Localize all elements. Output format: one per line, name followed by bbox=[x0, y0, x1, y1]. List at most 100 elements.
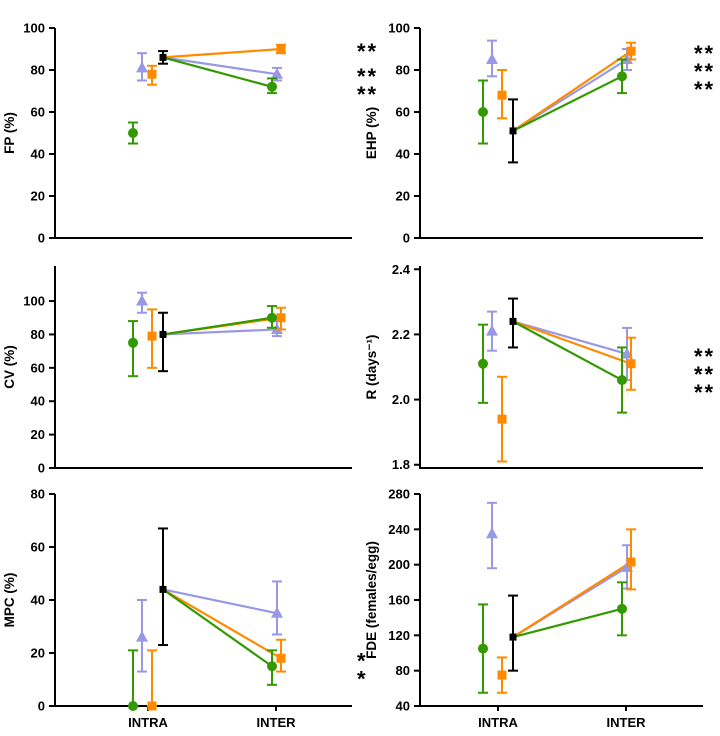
y-tick-label: 0 bbox=[38, 231, 45, 246]
orange-marker bbox=[147, 69, 157, 79]
y-tick-label: 240 bbox=[388, 522, 410, 537]
green-marker bbox=[617, 71, 627, 82]
green-marker bbox=[478, 107, 488, 117]
purple-marker bbox=[271, 67, 283, 79]
purple-marker bbox=[486, 324, 498, 336]
purple-significance: ** bbox=[694, 344, 715, 369]
black-marker bbox=[159, 53, 167, 61]
purple-marker bbox=[136, 294, 148, 306]
green-marker bbox=[128, 128, 138, 138]
green-connector-line bbox=[162, 316, 273, 336]
black-marker bbox=[509, 633, 517, 641]
purple-significance: ** bbox=[357, 64, 378, 89]
panel-r: 1.82.02.22.4R (days⁻¹) ****** bbox=[364, 262, 715, 472]
green-connector-line bbox=[512, 320, 623, 382]
x-tick-label: INTRA bbox=[478, 715, 518, 730]
y-tick-label: 160 bbox=[388, 593, 410, 608]
y-axis-title: CV (%) bbox=[2, 345, 17, 389]
purple-connector-line bbox=[512, 320, 628, 356]
orange-marker bbox=[626, 359, 636, 369]
orange-marker bbox=[497, 90, 507, 100]
y-tick-label: 2.0 bbox=[392, 392, 410, 407]
y-tick-label: 0 bbox=[38, 699, 45, 714]
y-axis-title: FDE (females/egg) bbox=[364, 541, 379, 659]
purple-marker bbox=[486, 527, 498, 539]
y-tick-label: 100 bbox=[388, 21, 410, 36]
orange-marker bbox=[147, 331, 157, 341]
orange-marker bbox=[276, 44, 286, 54]
y-tick-label: 80 bbox=[396, 663, 410, 678]
orange-significance: ** bbox=[694, 362, 715, 387]
green-marker bbox=[478, 643, 488, 654]
green-marker bbox=[267, 661, 277, 672]
y-tick-label: 40 bbox=[31, 394, 45, 409]
orange-connector-line bbox=[512, 561, 632, 639]
y-axis-title: MPC (%) bbox=[2, 573, 17, 628]
orange-marker bbox=[276, 653, 286, 663]
x-tick-label: INTER bbox=[257, 715, 297, 730]
green-marker bbox=[128, 701, 138, 711]
black-marker bbox=[159, 585, 167, 593]
green-significance: ** bbox=[357, 82, 378, 107]
green-marker bbox=[267, 312, 277, 323]
green-marker bbox=[478, 358, 488, 369]
y-tick-label: 80 bbox=[31, 327, 45, 342]
y-tick-label: 60 bbox=[396, 105, 410, 120]
panel-cv: 0 20 40 60 80 100 CV (%) bbox=[2, 266, 352, 476]
y-tick-label: 120 bbox=[388, 628, 410, 643]
purple-connector-line bbox=[162, 56, 278, 76]
y-tick-label: 200 bbox=[388, 557, 410, 572]
black-marker bbox=[159, 330, 167, 338]
y-tick-label: 40 bbox=[31, 147, 45, 162]
y-tick-label: 20 bbox=[396, 189, 410, 204]
y-tick-label: 60 bbox=[31, 540, 45, 555]
y-tick-label: 20 bbox=[31, 427, 45, 442]
orange-significance: * bbox=[357, 648, 368, 673]
orange-marker bbox=[147, 701, 157, 711]
purple-marker bbox=[136, 61, 148, 73]
y-tick-label: 80 bbox=[31, 487, 45, 502]
orange-marker bbox=[626, 46, 636, 56]
orange-significance: ** bbox=[694, 41, 715, 66]
y-tick-label: 0 bbox=[38, 461, 45, 476]
green-significance: ** bbox=[694, 380, 715, 405]
panel-mpc: 0 20 40 60 80 MPC (%) INTRA INTER ** bbox=[2, 487, 368, 731]
y-tick-label: 60 bbox=[31, 105, 45, 120]
y-axis-title: R (days⁻¹) bbox=[364, 335, 379, 400]
green-marker bbox=[617, 375, 627, 386]
green-marker bbox=[128, 337, 138, 348]
y-tick-label: 80 bbox=[396, 63, 410, 78]
orange-connector-line bbox=[512, 50, 632, 132]
y-tick-label: 100 bbox=[23, 21, 45, 36]
orange-connector-line bbox=[512, 320, 632, 365]
purple-marker bbox=[486, 53, 498, 64]
y-tick-label: 1.8 bbox=[392, 457, 410, 472]
purple-connector-line bbox=[162, 588, 278, 615]
y-tick-label: 0 bbox=[403, 231, 410, 246]
y-tick-label: 40 bbox=[396, 147, 410, 162]
orange-marker bbox=[276, 313, 286, 323]
y-tick-label: 2.2 bbox=[392, 327, 410, 342]
purple-connector-line bbox=[162, 328, 278, 336]
y-tick-label: 40 bbox=[396, 699, 410, 714]
purple-significance: ** bbox=[694, 59, 715, 84]
y-axis-title: EHP (%) bbox=[364, 107, 379, 159]
y-tick-label: 2.4 bbox=[392, 262, 411, 277]
x-tick-label: INTRA bbox=[128, 715, 168, 730]
green-connector-line bbox=[162, 588, 273, 668]
orange-marker bbox=[497, 414, 507, 424]
y-tick-label: 100 bbox=[23, 294, 45, 309]
x-tick-label: INTER bbox=[607, 715, 647, 730]
panel-fde: 40 80 120 160 200 240 280 FDE (females/egg) INTR… bbox=[364, 487, 703, 730]
purple-marker bbox=[136, 630, 148, 642]
green-significance: ** bbox=[694, 77, 715, 102]
purple-marker bbox=[271, 606, 283, 618]
y-tick-label: 280 bbox=[388, 487, 410, 502]
y-tick-label: 40 bbox=[31, 593, 45, 608]
y-axis-title: FP (%) bbox=[2, 112, 17, 154]
orange-significance: ** bbox=[357, 39, 378, 64]
orange-marker bbox=[626, 557, 636, 567]
y-tick-label: 20 bbox=[31, 646, 45, 661]
